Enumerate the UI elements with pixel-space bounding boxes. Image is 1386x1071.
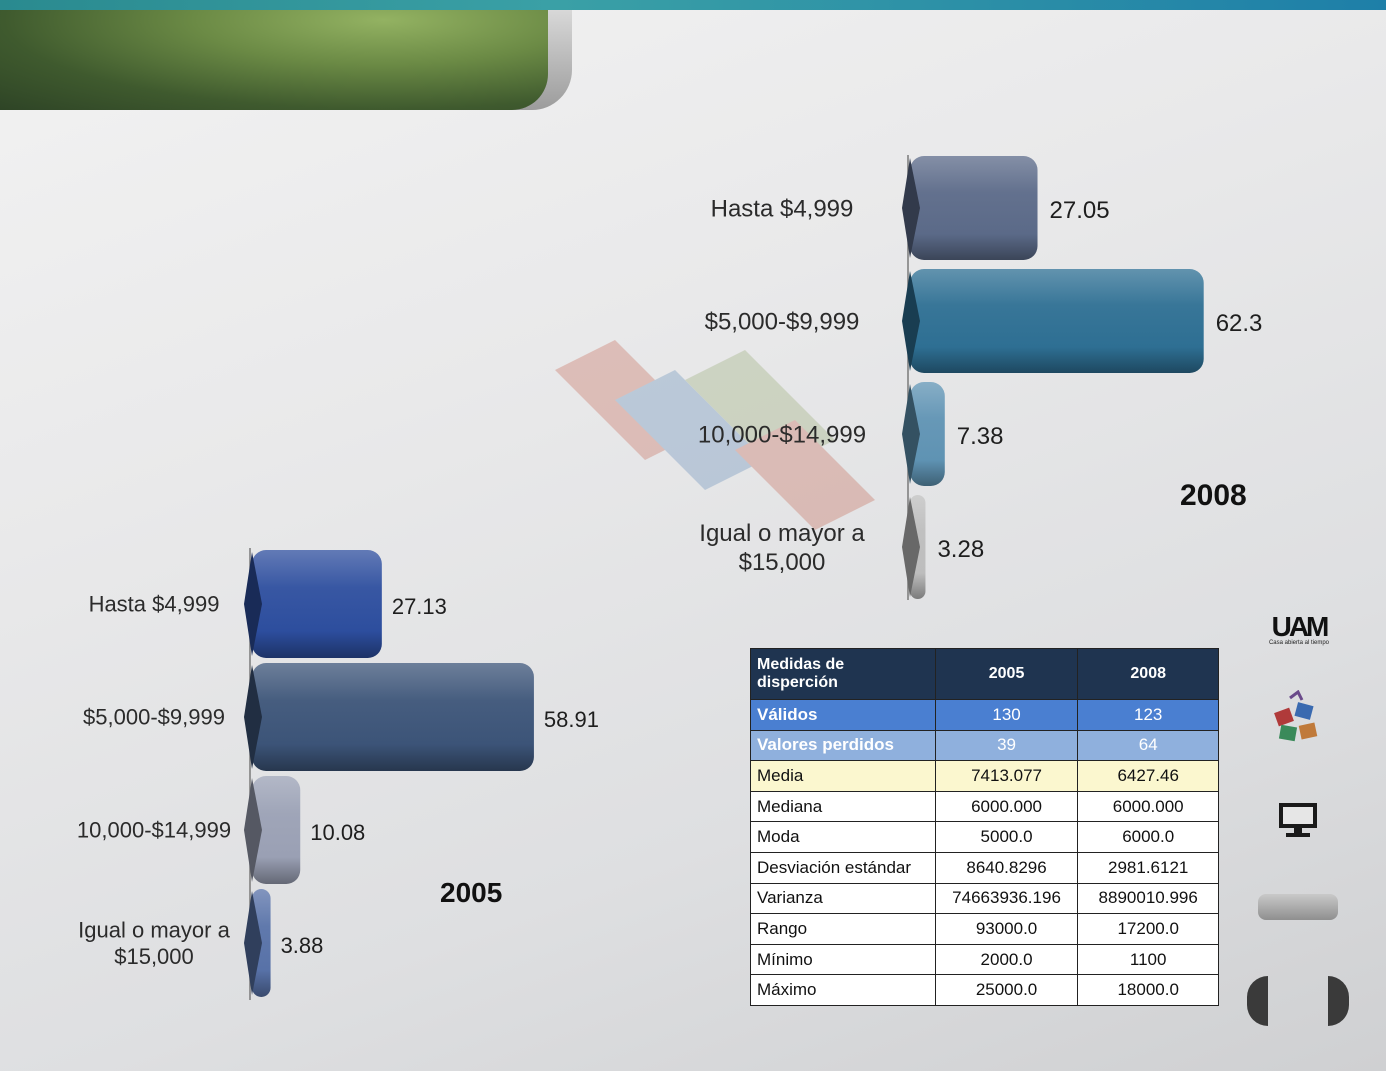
- category-label: Hasta $4,999: [711, 195, 854, 222]
- table-cell: 123: [1077, 699, 1219, 731]
- table-row-label: Media: [750, 760, 936, 792]
- table-cell: 6427.46: [1077, 760, 1219, 792]
- value-label: 3.28: [937, 536, 984, 563]
- table-cell: 39: [934, 729, 1079, 762]
- next-arrow-icon[interactable]: [1328, 976, 1349, 1026]
- bar-tip: [244, 665, 262, 769]
- table-cell: 7413.077: [934, 760, 1079, 792]
- table-cell: 6000.000: [934, 790, 1079, 823]
- bar: [910, 156, 1038, 260]
- bar-tip: [244, 552, 262, 656]
- table-header-row: Medidas de disperción 2005 2008: [750, 648, 1219, 700]
- bar-tip: [244, 778, 262, 882]
- table-cell: 8640.8296: [934, 851, 1079, 884]
- bar: [910, 382, 945, 486]
- table-cell: 8890010.996: [1077, 882, 1219, 915]
- bar-chart-2008: 27.05 Hasta $4,999 62.3 $5,000-$9,999 7.38 10…: [698, 155, 1263, 600]
- table-cell: 2000.0: [934, 943, 1079, 976]
- value-label: 7.38: [957, 423, 1004, 450]
- table-cell: 6000.0: [1077, 821, 1219, 853]
- table-cell: 74663936.196: [934, 882, 1079, 915]
- table-row-label: Mediana: [750, 790, 936, 823]
- table-row: Máximo 25000.0 18000.0: [750, 974, 1219, 1006]
- chart-year-label: 2008: [1180, 479, 1247, 512]
- category-label: Hasta $4,999: [89, 592, 220, 617]
- table-cell: 6000.000: [1077, 790, 1219, 823]
- title-banner: [0, 10, 548, 110]
- header-line-2: disperción: [757, 674, 838, 691]
- table-cell: 18000.0: [1077, 974, 1219, 1006]
- table-header-2008: 2008: [1077, 648, 1219, 700]
- table-cell: 130: [934, 699, 1079, 731]
- table-cell: 64: [1077, 729, 1219, 762]
- table-row: Rango 93000.0 17200.0: [750, 913, 1219, 945]
- category-label: 10,000-$14,999: [698, 421, 866, 448]
- table-row-label: Válidos: [750, 699, 936, 731]
- table-row-label: Máximo: [750, 974, 936, 1006]
- category-label: Igual o mayor a $15,000: [699, 520, 865, 576]
- table-row: Válidos 130 123: [750, 699, 1219, 731]
- category-label: 10,000-$14,999: [77, 818, 231, 843]
- table-row: Moda 5000.0 6000.0: [750, 821, 1219, 853]
- table-header-2005: 2005: [934, 648, 1079, 700]
- bar-tip: [902, 497, 920, 597]
- header-line-1: Medidas de: [757, 656, 845, 673]
- table-row-label: Valores perdidos: [750, 729, 936, 762]
- table-row: Mínimo 2000.0 1100: [750, 943, 1219, 976]
- uam-logo-slogan: Casa abierta al tiempo: [1268, 640, 1330, 646]
- value-label: 58.91: [544, 707, 599, 732]
- bar: [910, 269, 1204, 373]
- bar-tip: [902, 384, 920, 484]
- chart-year-label: 2005: [440, 877, 502, 908]
- category-label: Igual o mayor a $15,000: [78, 918, 230, 969]
- table-row: Valores perdidos 39 64: [750, 729, 1219, 762]
- uam-logo: UAM Casa abierta al tiempo: [1264, 611, 1334, 654]
- table-row: Desviación estándar 8640.8296 2981.6121: [750, 851, 1219, 884]
- bar: [252, 776, 301, 884]
- bar-chart-2005: 27.13 Hasta $4,999 58.91 $5,000-$9,999 10.08…: [77, 548, 599, 1000]
- table-row: Mediana 6000.000 6000.000: [750, 790, 1219, 823]
- value-label: 27.13: [392, 594, 447, 619]
- value-label: 27.05: [1050, 197, 1110, 224]
- table-cell: 1100: [1077, 943, 1219, 976]
- background-watermark: [555, 340, 875, 530]
- table-row: Varianza 74663936.196 8890010.996: [750, 882, 1219, 915]
- table-row-label: Varianza: [750, 882, 936, 915]
- table-cell: 5000.0: [934, 821, 1079, 853]
- value-label: 3.88: [281, 933, 324, 958]
- table-row-label: Moda: [750, 821, 936, 853]
- bar-tip: [902, 158, 920, 258]
- value-label: 62.3: [1216, 310, 1263, 337]
- bar-tip: [902, 271, 920, 371]
- table-cell: 93000.0: [934, 913, 1079, 945]
- table-cell: 17200.0: [1077, 913, 1219, 945]
- bar-tip: [244, 891, 262, 995]
- table-row-label: Desviación estándar: [750, 851, 936, 884]
- value-label: 10.08: [310, 820, 365, 845]
- category-label: $5,000-$9,999: [83, 705, 225, 730]
- table-header-label: Medidas de disperción: [750, 648, 936, 700]
- bar: [252, 550, 382, 658]
- table-cell: 2981.6121: [1077, 851, 1219, 884]
- dispersion-table: Medidas de disperción 2005 2008 Válidos 1…: [750, 648, 1219, 1006]
- monitor-icon[interactable]: [1276, 800, 1320, 840]
- bar: [252, 663, 534, 771]
- table-row: Media 7413.077 6427.46: [750, 760, 1219, 792]
- nav-home-button[interactable]: [1258, 894, 1338, 920]
- colored-blocks-icon[interactable]: [1270, 690, 1326, 748]
- table-cell: 25000.0: [934, 974, 1079, 1006]
- top-accent-strip: [0, 0, 1386, 10]
- uam-logo-mark: UAM: [1271, 611, 1330, 642]
- previous-arrow-icon[interactable]: [1247, 976, 1268, 1026]
- category-label: $5,000-$9,999: [705, 308, 860, 335]
- table-row-label: Mínimo: [750, 943, 936, 976]
- table-row-label: Rango: [750, 913, 936, 945]
